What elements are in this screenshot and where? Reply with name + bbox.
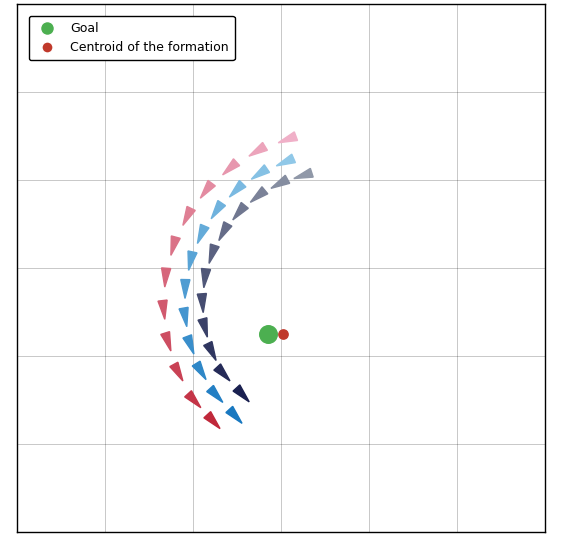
Polygon shape [179, 307, 188, 326]
Polygon shape [229, 181, 246, 197]
Polygon shape [233, 203, 248, 220]
Polygon shape [198, 318, 207, 337]
Point [279, 330, 288, 338]
Polygon shape [185, 391, 201, 408]
Legend: Goal, Centroid of the formation: Goal, Centroid of the formation [29, 16, 235, 61]
Polygon shape [203, 341, 216, 361]
Polygon shape [226, 406, 242, 423]
Polygon shape [171, 236, 180, 255]
Polygon shape [181, 279, 190, 299]
Polygon shape [170, 362, 183, 381]
Polygon shape [204, 412, 220, 429]
Polygon shape [197, 294, 206, 312]
Polygon shape [158, 300, 167, 319]
Polygon shape [271, 175, 289, 188]
Polygon shape [294, 168, 313, 178]
Polygon shape [207, 385, 223, 403]
Polygon shape [251, 165, 270, 179]
Polygon shape [250, 187, 268, 202]
Point [264, 330, 273, 338]
Polygon shape [183, 206, 195, 226]
Polygon shape [161, 332, 171, 351]
Polygon shape [278, 132, 297, 143]
Polygon shape [197, 225, 209, 243]
Polygon shape [211, 200, 225, 219]
Polygon shape [209, 244, 219, 263]
Polygon shape [188, 251, 197, 270]
Polygon shape [214, 364, 230, 381]
Polygon shape [183, 335, 194, 354]
Polygon shape [161, 268, 171, 287]
Polygon shape [219, 222, 232, 241]
Polygon shape [200, 181, 215, 198]
Polygon shape [277, 154, 296, 166]
Polygon shape [223, 159, 239, 175]
Polygon shape [192, 361, 206, 379]
Polygon shape [249, 143, 268, 156]
Polygon shape [201, 269, 211, 288]
Polygon shape [233, 385, 249, 402]
